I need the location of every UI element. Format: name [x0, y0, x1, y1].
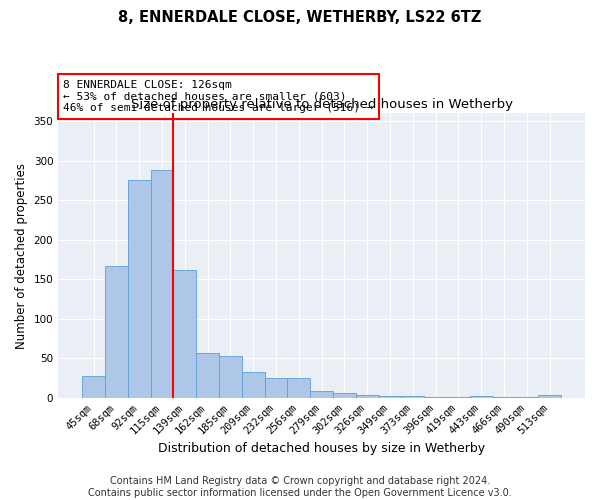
- Text: Contains HM Land Registry data © Crown copyright and database right 2024.
Contai: Contains HM Land Registry data © Crown c…: [88, 476, 512, 498]
- Bar: [310, 391, 333, 398]
- Bar: [173, 270, 196, 398]
- Title: Size of property relative to detached houses in Wetherby: Size of property relative to detached ho…: [131, 98, 512, 110]
- Bar: [196, 353, 219, 398]
- Bar: [401, 396, 424, 398]
- X-axis label: Distribution of detached houses by size in Wetherby: Distribution of detached houses by size …: [158, 442, 485, 455]
- Bar: [242, 372, 265, 398]
- Bar: [219, 356, 242, 398]
- Bar: [515, 397, 538, 398]
- Bar: [447, 397, 470, 398]
- Bar: [538, 395, 561, 398]
- Bar: [151, 170, 173, 398]
- Bar: [333, 393, 356, 398]
- Y-axis label: Number of detached properties: Number of detached properties: [15, 162, 28, 348]
- Bar: [470, 396, 493, 398]
- Bar: [82, 376, 105, 398]
- Bar: [424, 397, 447, 398]
- Text: 8, ENNERDALE CLOSE, WETHERBY, LS22 6TZ: 8, ENNERDALE CLOSE, WETHERBY, LS22 6TZ: [118, 10, 482, 25]
- Bar: [287, 378, 310, 398]
- Bar: [493, 397, 515, 398]
- Bar: [265, 378, 287, 398]
- Bar: [105, 266, 128, 398]
- Bar: [379, 396, 401, 398]
- Bar: [356, 395, 379, 398]
- Bar: [128, 180, 151, 398]
- Text: 8 ENNERDALE CLOSE: 126sqm
← 53% of detached houses are smaller (603)
46% of semi: 8 ENNERDALE CLOSE: 126sqm ← 53% of detac…: [64, 80, 374, 113]
